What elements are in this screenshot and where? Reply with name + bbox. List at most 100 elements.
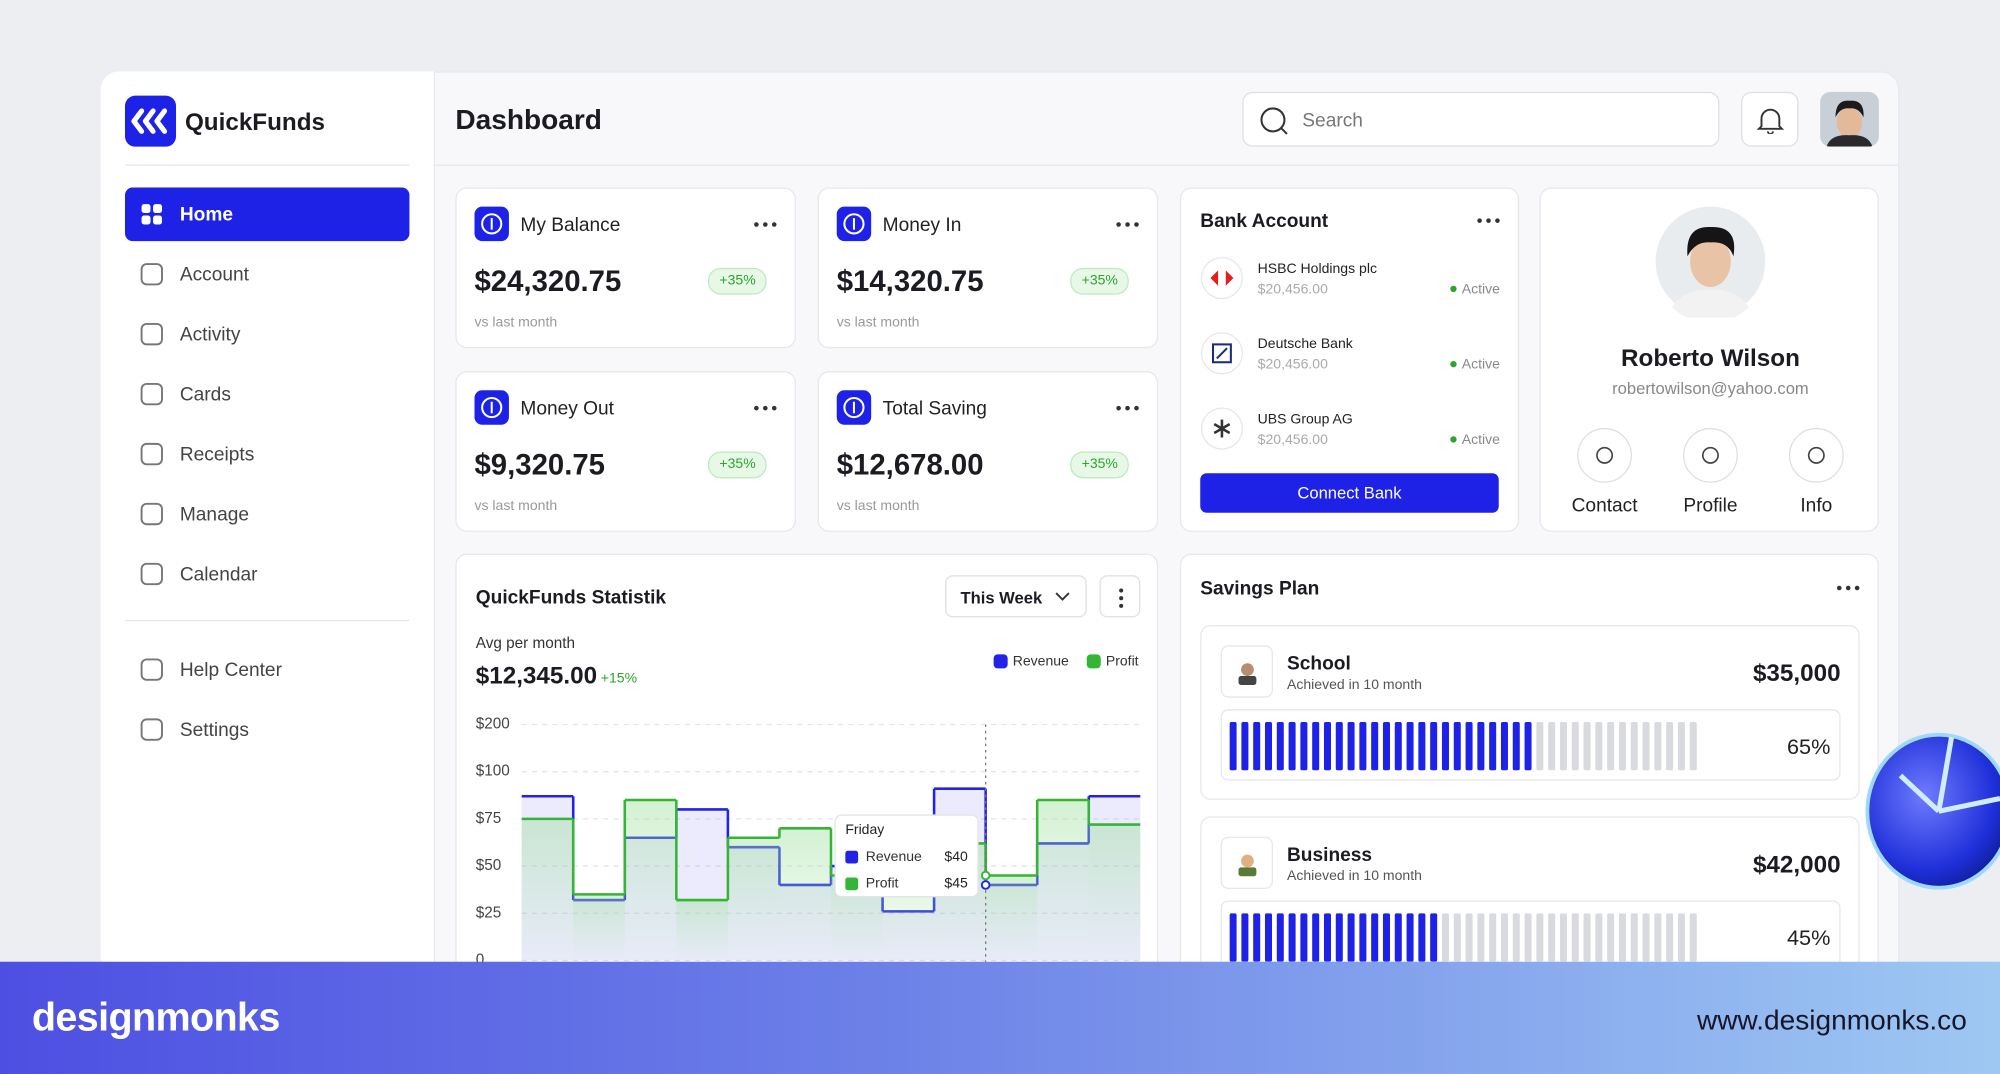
progress-stripe (1607, 721, 1615, 771)
progress-stripe (1666, 721, 1674, 771)
chevron-icon (1055, 592, 1070, 601)
bank-card: Bank Account HSBC Holdings plc $20,456.00 A… (1179, 187, 1520, 532)
menu-item[interactable]: Receipts (125, 427, 409, 481)
progress-stripe (1430, 721, 1438, 771)
dot (1477, 218, 1482, 223)
progress-stripe (1677, 721, 1685, 771)
logo-icon (131, 108, 168, 134)
stat-note: vs last month (836, 315, 920, 331)
menu-item[interactable]: Help Center (125, 643, 409, 697)
menu-label: Calendar (179, 563, 258, 586)
icon-shape (1238, 676, 1257, 685)
menu-item[interactable]: Account (125, 247, 409, 301)
period-dropdown[interactable]: This Week (945, 575, 1087, 618)
photo-face (1690, 235, 1731, 287)
progress-stripe (1630, 721, 1638, 771)
menu-item[interactable]: Activity (125, 307, 409, 361)
logo-shape (1216, 347, 1228, 360)
stat-amount: $12,678.00 (836, 447, 984, 481)
more-button[interactable] (1114, 402, 1142, 415)
search-placeholder: Search (1302, 109, 1363, 132)
tooltip-series: Profit (866, 875, 899, 891)
progress-stripe (1571, 721, 1579, 771)
progress-stripe (1512, 721, 1520, 771)
progress-stripe (1288, 913, 1296, 962)
menu-item[interactable]: Home (125, 187, 410, 242)
area-step (985, 875, 1038, 961)
action-button[interactable] (1788, 427, 1844, 483)
icon-shape (1238, 867, 1257, 877)
menu-label: Cards (179, 383, 231, 406)
stat-title: My Balance (520, 214, 621, 236)
footer-brand: designmonks (31, 994, 281, 1040)
dots-icon (754, 222, 777, 227)
more-button[interactable] (1834, 582, 1862, 595)
icon-shape (140, 442, 163, 466)
button-label: Connect Bank (1297, 483, 1402, 503)
connect-bank-button[interactable]: Connect Bank (1200, 473, 1499, 513)
status-dot (1450, 285, 1457, 293)
menu-label: Settings (179, 719, 249, 742)
stat-change: +35% (1070, 267, 1130, 295)
logo (125, 95, 177, 147)
progress-stripe (1548, 913, 1556, 962)
photo-hair (1687, 226, 1735, 257)
menu-item[interactable]: Settings (125, 703, 409, 757)
decoration-shape (1898, 736, 2000, 814)
stat-note: vs last month (474, 498, 558, 515)
more-button[interactable] (1474, 214, 1502, 227)
bell-icon (1756, 108, 1785, 134)
notifications-button[interactable] (1741, 91, 1799, 147)
more-button[interactable] (751, 402, 779, 415)
status-dot (1450, 436, 1457, 443)
chart-menu-button[interactable] (1099, 575, 1141, 618)
progress-stripe (1288, 721, 1296, 771)
decoration-shape (1865, 732, 2000, 890)
progress-stripe (1595, 721, 1603, 771)
progress-stripe (1382, 913, 1390, 962)
more-button[interactable] (1114, 218, 1142, 231)
progress-stripe (1359, 913, 1367, 962)
menu-item[interactable]: Manage (125, 487, 409, 541)
progress-stripe (1347, 913, 1355, 962)
progress-stripe (1583, 721, 1591, 771)
more-button[interactable] (751, 218, 779, 231)
menu-icon (140, 718, 163, 741)
bank-logo (1200, 407, 1243, 450)
progress-stripe (1489, 721, 1497, 771)
plan-subtitle: Achieved in 10 month (1286, 868, 1422, 884)
progress-filled (1229, 913, 1438, 962)
progress-stripe (1264, 721, 1273, 771)
progress-stripe (1276, 913, 1284, 962)
dot (1134, 222, 1139, 227)
stat-icon-glyph (481, 396, 503, 419)
menu-label: Help Center (179, 659, 282, 682)
bank-name: Deutsche Bank (1257, 336, 1353, 353)
menu-label: Activity (179, 323, 241, 346)
search-box[interactable]: Search (1242, 91, 1720, 147)
stat-change: +35% (1070, 451, 1130, 479)
bank-amount: $20,456.00 (1257, 357, 1328, 373)
stat-icon (836, 206, 872, 242)
progress-stripe (1583, 913, 1591, 962)
icon-shape (1241, 663, 1254, 677)
bank-amount: $20,456.00 (1257, 432, 1328, 448)
action-button[interactable] (1577, 427, 1633, 483)
action-button[interactable] (1682, 427, 1738, 483)
stat-note: vs last month (474, 315, 558, 331)
stat-icon-glyph (843, 213, 865, 235)
period-label: This Week (960, 588, 1043, 608)
y-tick-label: $100 (476, 763, 510, 780)
icon-shape (843, 213, 865, 235)
progress-stripe (1559, 913, 1567, 962)
user-avatar[interactable] (1820, 91, 1879, 147)
bank-logo (1200, 257, 1243, 300)
progress-stripe (1394, 913, 1402, 962)
progress-stripe (1477, 721, 1485, 771)
menu-item[interactable]: Calendar (125, 547, 409, 601)
menu-item[interactable]: Cards (125, 367, 409, 421)
stat-change: +35% (707, 451, 768, 479)
tooltip-box (834, 814, 979, 898)
progress-box: 65% (1220, 709, 1841, 781)
